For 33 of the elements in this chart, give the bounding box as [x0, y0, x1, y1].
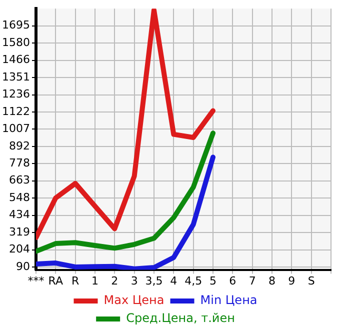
- legend-label: Max Цена: [104, 293, 164, 308]
- x-tick-label: ***: [28, 274, 45, 288]
- x-tick-label: 4,5: [184, 274, 202, 288]
- x-tick-label: RA: [48, 274, 64, 288]
- y-tick-label: 1122: [2, 104, 30, 118]
- y-tick-label: 778: [8, 156, 30, 170]
- x-tick-label: S: [308, 274, 315, 288]
- y-tick-label: 1236: [2, 88, 30, 101]
- legend-label: Min Цена: [200, 293, 258, 308]
- x-tick-label: 7: [248, 274, 256, 288]
- x-tick-label: 6: [229, 274, 236, 288]
- legend-label: Сред.Цена, т.йен: [126, 311, 235, 326]
- x-tick-label: 2: [111, 274, 118, 288]
- y-tick-label: 90: [16, 260, 30, 273]
- x-tick-label: 5: [210, 274, 216, 288]
- x-tick-label: 3,5: [145, 274, 163, 288]
- x-tick-label: 4: [170, 274, 178, 288]
- y-tick-label: 1695: [2, 18, 30, 32]
- y-tick-label: 319: [8, 225, 30, 238]
- y-tick-label: 548: [8, 191, 30, 204]
- x-tick-label: 3: [130, 274, 138, 288]
- y-tick-label: 1351: [2, 70, 30, 84]
- x-tick-label: 8: [268, 274, 276, 288]
- x-tick-label: 9: [288, 274, 296, 288]
- x-tick-label: 1: [91, 274, 98, 288]
- y-tick-label: 1466: [2, 53, 30, 66]
- x-tick-label: R: [72, 274, 80, 288]
- y-tick-label: 892: [8, 139, 30, 152]
- y-tick-label: 434: [8, 208, 30, 222]
- y-tick-label: 1580: [2, 36, 30, 50]
- y-tick-label: 1007: [2, 122, 30, 136]
- y-tick-label: 663: [8, 174, 30, 187]
- y-tick-label: 204: [8, 242, 30, 256]
